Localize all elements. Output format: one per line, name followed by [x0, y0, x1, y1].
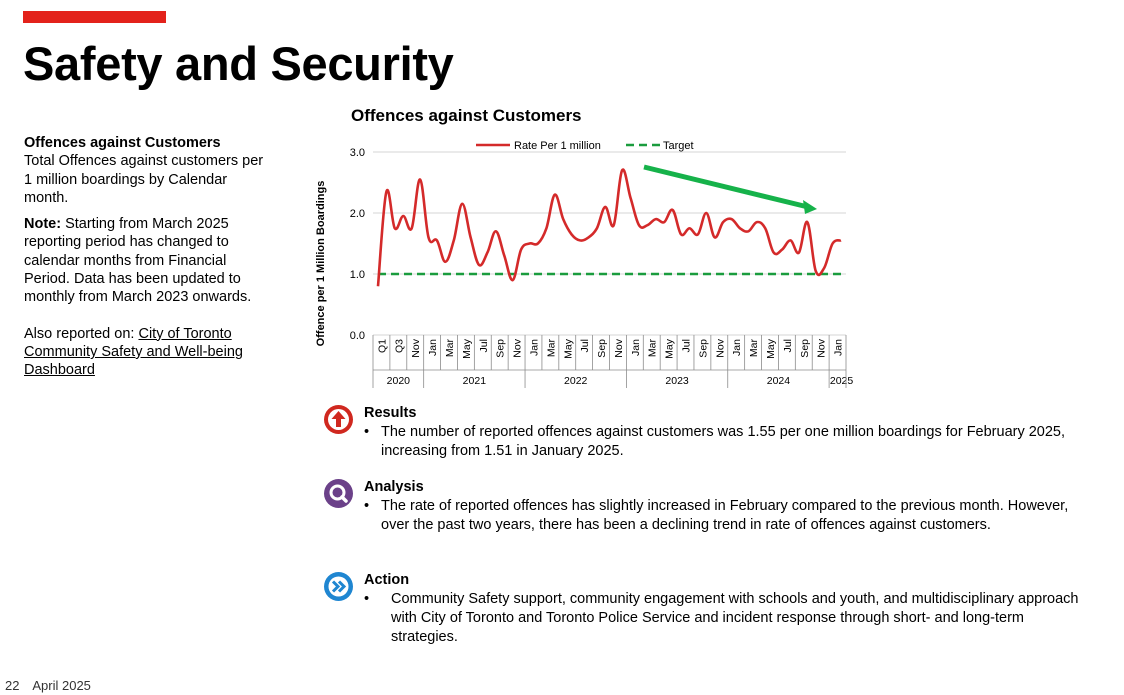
- analysis-text: The rate of reported offences has slight…: [381, 498, 1069, 533]
- note-label: Note:: [24, 216, 62, 233]
- action-text: Community Safety support, community enga…: [391, 591, 1079, 645]
- x-tick-label: Mar: [545, 339, 557, 358]
- year-label: 2020: [387, 375, 411, 387]
- kpi-note: Note: Starting from March 2025 reporting…: [24, 215, 264, 306]
- also-reported: Also reported on: City of Toronto Commun…: [24, 325, 264, 380]
- report-date: April 2025: [32, 678, 91, 693]
- x-tick-label: Jul: [681, 339, 693, 352]
- y-tick-label: 3.0: [350, 147, 365, 159]
- x-tick-label: Jan: [427, 339, 439, 356]
- analysis-body: • The rate of reported offences has slig…: [364, 497, 1084, 535]
- x-tick-label: Nov: [512, 338, 524, 357]
- chart-title: Offences against Customers: [351, 106, 582, 125]
- x-tick-label: Q1: [376, 339, 388, 353]
- trend-arrow-shaft: [643, 164, 809, 210]
- accent-bar: [23, 11, 166, 23]
- x-tick-label: Q3: [393, 339, 405, 353]
- legend-rate-label: Rate Per 1 million: [514, 140, 601, 152]
- bullet: •: [364, 591, 370, 607]
- year-label: 2021: [463, 375, 487, 387]
- dashboard-link[interactable]: City of Toronto Community Safety and Wel…: [24, 325, 243, 379]
- magnifier-icon: [324, 479, 353, 508]
- legend-target-label: Target: [663, 140, 694, 152]
- bullet: •: [364, 498, 370, 514]
- x-tick-label: Mar: [444, 339, 456, 358]
- double-chevron-icon: [324, 572, 353, 601]
- results-heading: Results: [364, 405, 417, 421]
- x-tick-label: Mar: [647, 339, 659, 358]
- action-body: • Community Safety support, community en…: [364, 590, 1084, 647]
- x-tick-label: Jul: [782, 339, 794, 352]
- x-tick-label: Sep: [799, 339, 811, 358]
- x-tick-label: Nov: [410, 338, 422, 357]
- year-label: 2022: [564, 375, 588, 387]
- page-number: 22: [5, 678, 20, 693]
- x-tick-label: Nov: [613, 338, 625, 357]
- x-tick-label: Jul: [478, 339, 490, 352]
- action-heading: Action: [364, 572, 410, 588]
- y-tick-label: 0.0: [350, 330, 365, 342]
- offences-line-chart: 0.0 1.0 2.0 3.0 Offence per 1 Million Boardi…: [315, 140, 854, 388]
- y-axis-label: Offence per 1 Million Boardings: [315, 181, 327, 347]
- x-tick-label: Jan: [731, 339, 743, 356]
- x-tick-label: Sep: [697, 339, 709, 358]
- results-body: • The number of reported offences agains…: [364, 423, 1084, 461]
- x-tick-label: Jan: [528, 339, 540, 356]
- x-tick-label: May: [562, 338, 574, 359]
- x-tick-label: Nov: [714, 338, 726, 357]
- x-tick-label: Jan: [833, 339, 845, 356]
- y-tick-label: 2.0: [350, 208, 365, 220]
- year-label: 2023: [665, 375, 689, 387]
- year-label: 2025: [830, 375, 854, 387]
- page-title: Safety and Security: [23, 37, 454, 90]
- x-tick-label: Mar: [748, 339, 760, 358]
- x-tick-label: Sep: [596, 339, 608, 358]
- x-tick-label: May: [461, 338, 473, 359]
- results-text: The number of reported offences against …: [381, 424, 1066, 459]
- kpi-description: Total Offences against customers per 1 m…: [24, 153, 264, 206]
- bullet: •: [364, 424, 370, 440]
- x-tick-label: Sep: [495, 339, 507, 358]
- up-arrow-icon: [324, 405, 353, 434]
- x-tick-label: May: [664, 338, 676, 359]
- x-tick-label: Jan: [630, 339, 642, 356]
- kpi-heading: Offences against Customers: [24, 135, 221, 151]
- y-tick-label: 1.0: [350, 269, 365, 281]
- analysis-heading: Analysis: [364, 479, 424, 495]
- left-panel: Offences against Customers Total Offence…: [24, 134, 264, 380]
- also-label: Also reported on:: [24, 325, 135, 342]
- note-text: Starting from March 2025 reporting perio…: [24, 216, 252, 306]
- x-tick-label: Jul: [579, 339, 591, 352]
- rate-series-line: [376, 168, 842, 287]
- trend-arrow-head: [803, 200, 817, 214]
- x-tick-label: May: [765, 338, 777, 359]
- footer: 22 April 2025: [5, 678, 101, 693]
- x-tick-label: Nov: [816, 338, 828, 357]
- year-label: 2024: [767, 375, 791, 387]
